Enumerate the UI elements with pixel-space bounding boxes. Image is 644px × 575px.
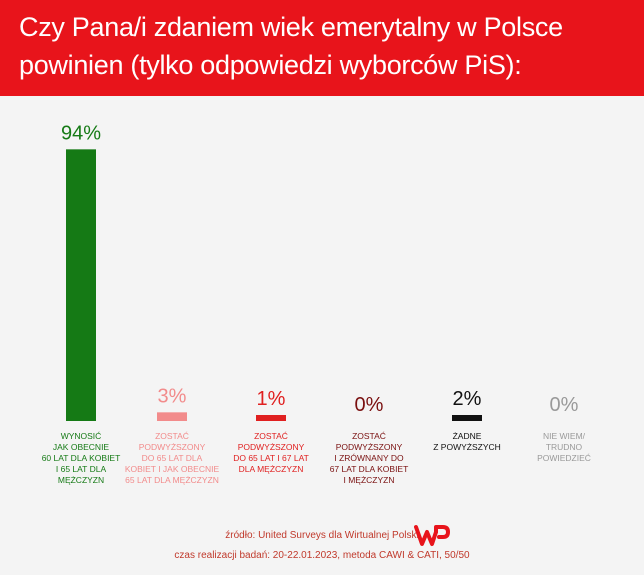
category-label-0: WYNOSIĆ JAK OBECNIE 60 LAT DLA KOBIET I 65 …	[42, 431, 121, 485]
value-label-4: 2%	[453, 388, 482, 410]
category-label-5: NIE WIEM/TRUDNO POWIEDZIEĆ	[537, 431, 591, 463]
value-label-1: 3%	[158, 385, 187, 407]
category-label-line: 65 LAT DLA MĘŻCZYZN	[125, 475, 219, 485]
title-line-1: Czy Pana/i zdaniem wiek emerytalny w Pol…	[19, 12, 563, 42]
title-line-2: powinien (tylko odpowiedzi wyborców PiS)…	[19, 50, 522, 80]
value-label-3: 0%	[355, 394, 384, 416]
bar-0	[66, 149, 96, 421]
category-label-line: DLA MĘŻCZYZN	[239, 464, 304, 474]
category-label-2: ZOSTAĆ PODWYŻSZONY DO 65 LAT I 67 LAT DLA M…	[233, 431, 309, 474]
category-label-line: WYNOSIĆ	[61, 431, 102, 441]
bar-4	[452, 415, 482, 421]
category-label-line: DO 65 LAT DLA	[142, 453, 203, 463]
category-label-line: I MĘŻCZYZN	[344, 475, 395, 485]
title-banner: Czy Pana/i zdaniem wiek emerytalny w Pol…	[0, 0, 644, 96]
bar-chart: 94%WYNOSIĆ JAK OBECNIE 60 LAT DLA KOBIET I …	[42, 122, 591, 485]
chart-title: Czy Pana/i zdaniem wiek emerytalny w Pol…	[19, 8, 629, 84]
category-label-line: PODWYŻSZONY	[238, 442, 305, 452]
category-label-line: NIE WIEM/	[543, 431, 586, 441]
category-label-line: ZOSTAĆ	[155, 431, 189, 441]
value-label-2: 1%	[257, 388, 286, 410]
bar-1	[157, 412, 187, 421]
category-label-line: DO 65 LAT I 67 LAT	[233, 453, 309, 463]
value-label-0: 94%	[61, 122, 101, 144]
category-label-line: 60 LAT DLA KOBIET	[42, 453, 121, 463]
category-label-line: JAK OBECNIE	[53, 442, 110, 452]
category-label-line: I ZRÓWNANY DO	[334, 453, 404, 463]
category-label-4: ŻADNE Z POWYŻSZYCH	[433, 431, 501, 452]
category-label-line: ŻADNE	[453, 431, 482, 441]
category-label-line: MĘŻCZYZN	[58, 475, 104, 485]
category-label-line: I 65 LAT DLA	[56, 464, 107, 474]
value-label-5: 0%	[550, 394, 579, 416]
wp-logo	[414, 525, 450, 546]
category-label-1: ZOSTAĆ PODWYŻSZONY DO 65 LAT DLA KOBIET I J…	[125, 431, 220, 485]
source-note: źródło: United Surveys dla Wirtualnej Po…	[225, 530, 419, 541]
category-label-line: Z POWYŻSZYCH	[433, 442, 501, 452]
category-label-line: KOBIET I JAK OBECNIE	[125, 464, 220, 474]
category-label-line: POWIEDZIEĆ	[537, 453, 591, 463]
bar-2	[256, 415, 286, 421]
category-label-line: TRUDNO	[546, 442, 583, 452]
category-label-line: ZOSTAĆ	[352, 431, 386, 441]
category-label-line: ZOSTAĆ	[254, 431, 288, 441]
category-label-3: ZOSTAĆ PODWYŻSZONY I ZRÓWNANY DO 67 LAT DLA…	[330, 431, 409, 485]
category-label-line: 67 LAT DLA KOBIET	[330, 464, 409, 474]
category-label-line: PODWYŻSZONY	[336, 442, 403, 452]
survey-timing-note: czas realizacji badań: 20-22.01.2023, me…	[174, 550, 470, 561]
category-label-line: PODWYŻSZONY	[139, 442, 206, 452]
